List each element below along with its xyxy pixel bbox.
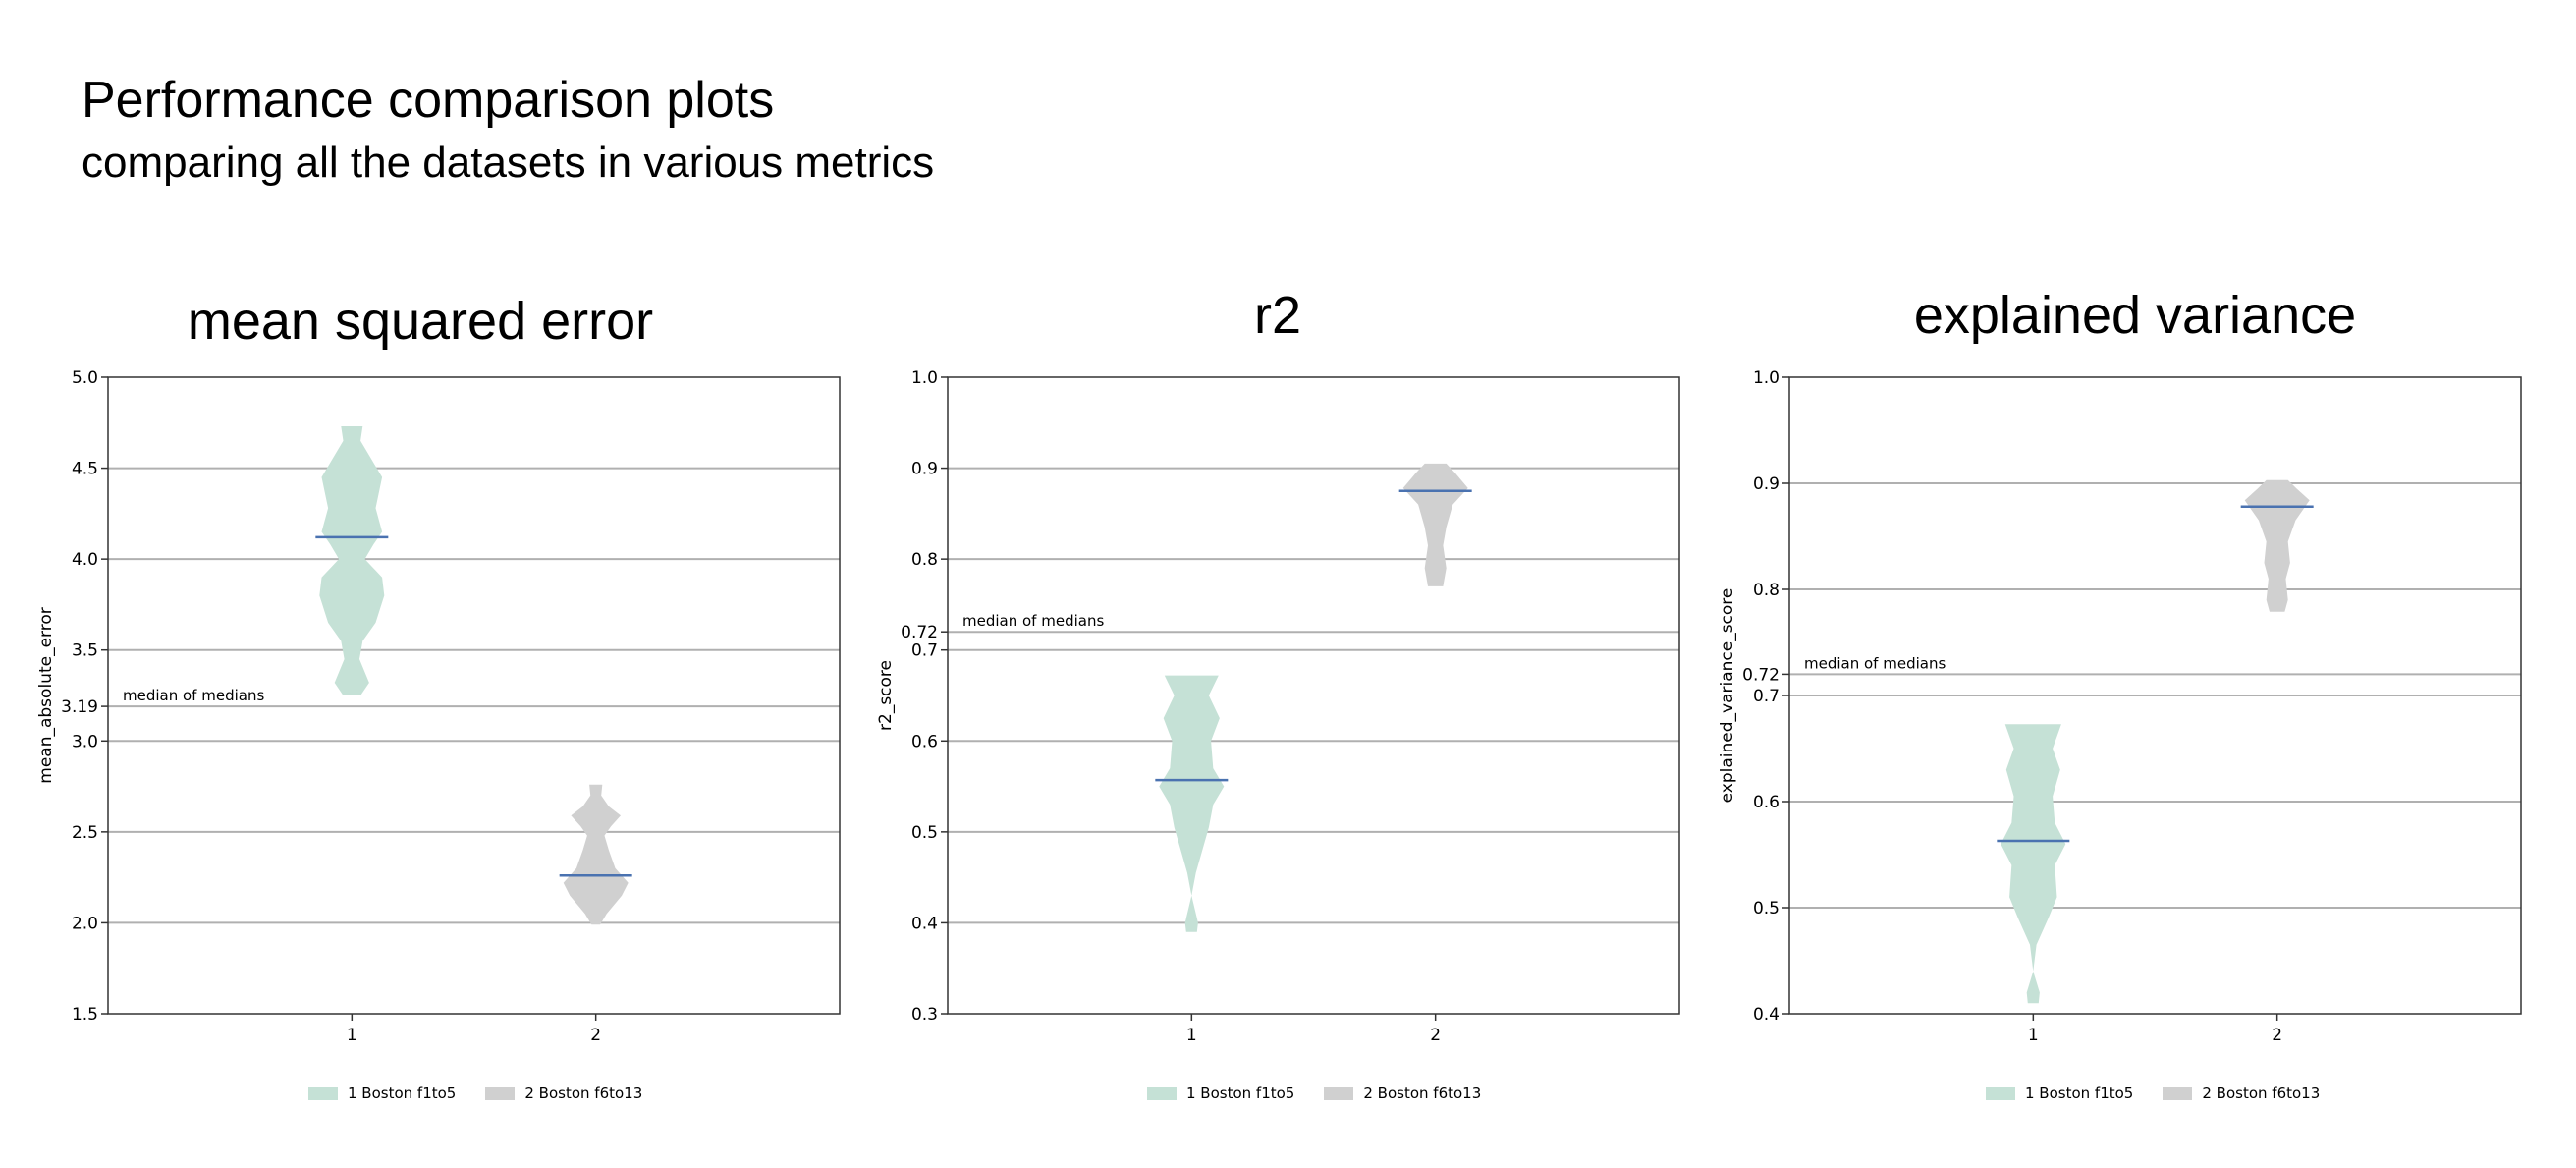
legend-swatch-series-1 xyxy=(1147,1086,1177,1100)
y-tick-label: 2.0 xyxy=(72,914,98,933)
y-tick-label: 0.8 xyxy=(1753,581,1780,600)
y-axis-label: explained_variance_score xyxy=(1718,588,1737,804)
y-tick-label: 4.0 xyxy=(72,550,98,570)
chart-legend-r2: 1 Boston f1to5 2 Boston f6to13 xyxy=(1147,1085,1510,1102)
y-tick-label: 0.4 xyxy=(911,914,938,933)
chart-title-mse: mean squared error xyxy=(187,292,654,351)
violin-series-2 xyxy=(563,784,629,925)
y-tick-label: 0.9 xyxy=(1753,474,1780,494)
x-tick-label: 1 xyxy=(347,1026,357,1045)
y-tick-label: 3.5 xyxy=(72,641,98,661)
x-tick-label: 2 xyxy=(1430,1026,1441,1045)
y-tick-label: 1.5 xyxy=(72,1005,98,1025)
legend-entry-series-1: 1 Boston f1to5 xyxy=(1147,1085,1294,1102)
y-tick-label: 3.0 xyxy=(72,732,98,751)
legend-swatch-series-1 xyxy=(1986,1086,2015,1100)
y-tick-label: 0.3 xyxy=(911,1005,938,1025)
y-tick-label: 5.0 xyxy=(72,368,98,388)
reference-tick-label: 3.19 xyxy=(61,697,98,717)
violin-series-2 xyxy=(2244,479,2310,612)
page-title: Performance comparison plots xyxy=(82,72,775,129)
y-axis-label: r2_score xyxy=(876,660,896,731)
reference-tick-label: 0.72 xyxy=(1742,665,1780,685)
x-tick-label: 2 xyxy=(590,1026,601,1045)
page-subtitle: comparing all the datasets in various me… xyxy=(82,139,935,187)
reference-tick-label: 0.72 xyxy=(901,623,938,642)
legend-entry-series-1: 1 Boston f1to5 xyxy=(308,1085,456,1102)
median-of-medians-label: median of medians xyxy=(123,687,264,704)
violin-series-2 xyxy=(1402,463,1468,586)
median-of-medians-label: median of medians xyxy=(962,612,1104,630)
legend-label-series-2: 2 Boston f6to13 xyxy=(2202,1085,2321,1102)
violin-series-1 xyxy=(2001,724,2066,1004)
legend-entry-series-1: 1 Boston f1to5 xyxy=(1986,1085,2133,1102)
y-tick-label: 0.5 xyxy=(1753,899,1780,918)
y-axis-label: mean_absolute_error xyxy=(36,607,56,783)
y-tick-label: 0.7 xyxy=(1753,687,1780,706)
plot-frame xyxy=(947,376,1680,1015)
legend-label-series-1: 1 Boston f1to5 xyxy=(348,1085,457,1102)
y-tick-label: 4.5 xyxy=(72,460,98,479)
plot-frame xyxy=(107,376,841,1015)
legend-entry-series-2: 2 Boston f6to13 xyxy=(1324,1085,1481,1102)
chart-title-r2: r2 xyxy=(1253,286,1302,345)
legend-label-series-2: 2 Boston f6to13 xyxy=(524,1085,643,1102)
x-tick-label: 1 xyxy=(2028,1026,2039,1045)
median-of-medians-label: median of medians xyxy=(1804,654,1946,672)
legend-swatch-series-1 xyxy=(308,1086,338,1100)
y-tick-label: 0.5 xyxy=(911,823,938,843)
legend-label-series-2: 2 Boston f6to13 xyxy=(1363,1085,1482,1102)
legend-entry-series-2: 2 Boston f6to13 xyxy=(485,1085,642,1102)
y-tick-label: 2.5 xyxy=(72,823,98,843)
legend-swatch-series-2 xyxy=(1324,1086,1354,1100)
x-tick-label: 1 xyxy=(1186,1026,1197,1045)
chart-legend-mse: 1 Boston f1to5 2 Boston f6to13 xyxy=(308,1085,672,1102)
legend-swatch-series-2 xyxy=(2163,1086,2193,1100)
y-tick-label: 1.0 xyxy=(1753,368,1780,388)
legend-label-series-1: 1 Boston f1to5 xyxy=(2025,1085,2134,1102)
y-tick-label: 0.9 xyxy=(911,460,938,479)
y-tick-label: 1.0 xyxy=(911,368,938,388)
y-tick-label: 0.6 xyxy=(1753,793,1780,812)
y-tick-label: 0.8 xyxy=(911,550,938,570)
chart-legend-explained-variance: 1 Boston f1to5 2 Boston f6to13 xyxy=(1986,1085,2349,1102)
legend-swatch-series-2 xyxy=(485,1086,516,1100)
violin-series-1 xyxy=(1159,675,1225,932)
chart-title-explained-variance: explained variance xyxy=(1913,286,2357,345)
legend-entry-series-2: 2 Boston f6to13 xyxy=(2163,1085,2320,1102)
y-tick-label: 0.7 xyxy=(911,641,938,661)
y-tick-label: 0.4 xyxy=(1753,1005,1780,1025)
y-tick-label: 0.6 xyxy=(911,732,938,751)
x-tick-label: 2 xyxy=(2272,1026,2282,1045)
violin-series-1 xyxy=(319,426,385,695)
legend-label-series-1: 1 Boston f1to5 xyxy=(1186,1085,1295,1102)
